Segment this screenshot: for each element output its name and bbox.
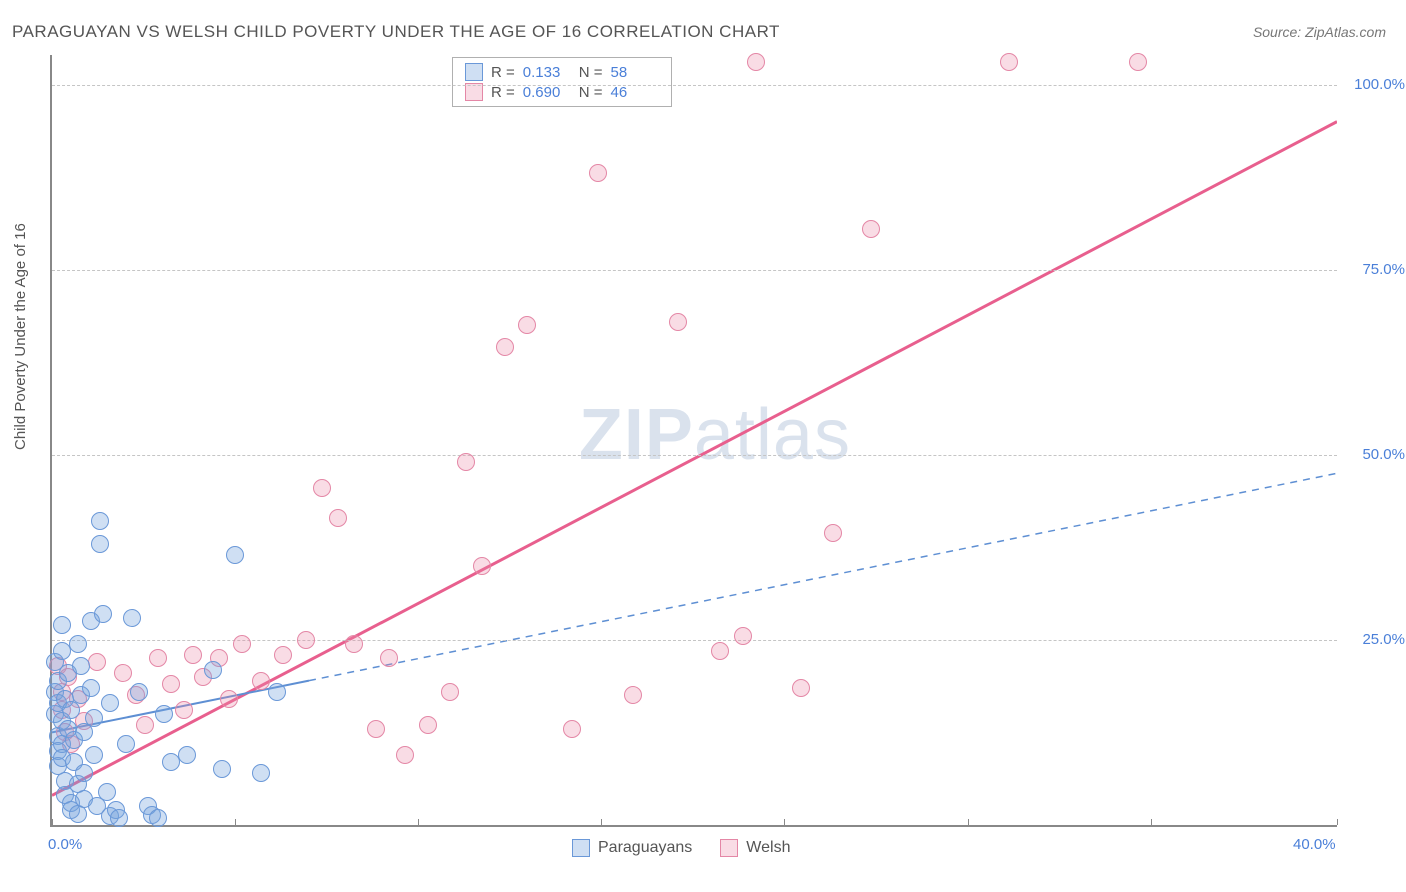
scatter-point-paraguayans [252,764,270,782]
chart-title: PARAGUAYAN VS WELSH CHILD POVERTY UNDER … [12,22,780,42]
scatter-point-paraguayans [85,709,103,727]
scatter-point-paraguayans [149,809,167,827]
swatch-welsh [720,839,738,857]
scatter-point-welsh [441,683,459,701]
series-legend: Paraguayans Welsh [572,839,790,857]
scatter-point-welsh [734,627,752,645]
x-tick-label: 0.0% [48,836,82,853]
scatter-point-welsh [313,479,331,497]
r-value-welsh: 0.690 [523,84,571,101]
scatter-point-welsh [274,646,292,664]
trend-lines-layer [52,55,1337,825]
legend-item-welsh: Welsh [720,839,790,857]
x-tick-mark [235,819,236,825]
source-attribution: Source: ZipAtlas.com [1253,24,1386,40]
scatter-point-welsh [114,664,132,682]
scatter-point-paraguayans [91,535,109,553]
x-tick-mark [601,819,602,825]
series-label-paraguayans: Paraguayans [598,839,692,857]
gridline-h [52,85,1337,86]
scatter-point-paraguayans [98,783,116,801]
chart-container: PARAGUAYAN VS WELSH CHILD POVERTY UNDER … [0,0,1406,892]
x-tick-mark [418,819,419,825]
scatter-point-welsh [175,701,193,719]
swatch-welsh [465,83,483,101]
n-value-paraguayans: 58 [611,64,659,81]
legend-item-paraguayans: Paraguayans [572,839,692,857]
y-axis-label: Child Poverty Under the Age of 16 [12,223,29,450]
x-tick-mark [1337,819,1338,825]
scatter-point-welsh [396,746,414,764]
scatter-point-paraguayans [123,609,141,627]
correlation-legend: R = 0.133 N = 58 R = 0.690 N = 46 [452,57,672,107]
n-label: N = [579,84,603,101]
x-tick-mark [52,819,53,825]
scatter-point-paraguayans [117,735,135,753]
scatter-point-paraguayans [53,616,71,634]
scatter-point-welsh [669,313,687,331]
scatter-point-paraguayans [130,683,148,701]
legend-row-paraguayans: R = 0.133 N = 58 [465,62,659,82]
r-label: R = [491,64,515,81]
y-tick-label: 50.0% [1345,446,1405,463]
gridline-h [52,270,1337,271]
y-tick-label: 75.0% [1345,261,1405,278]
r-value-paraguayans: 0.133 [523,64,571,81]
scatter-point-welsh [184,646,202,664]
scatter-point-paraguayans [53,642,71,660]
scatter-point-paraguayans [178,746,196,764]
scatter-point-welsh [747,53,765,71]
scatter-point-paraguayans [204,661,222,679]
n-value-welsh: 46 [611,84,659,101]
trend-line-extrapolated [309,473,1337,680]
r-label: R = [491,84,515,101]
scatter-point-welsh [233,635,251,653]
scatter-point-paraguayans [72,657,90,675]
scatter-point-paraguayans [101,694,119,712]
scatter-point-paraguayans [85,746,103,764]
scatter-point-welsh [419,716,437,734]
scatter-point-welsh [252,672,270,690]
scatter-point-paraguayans [268,683,286,701]
scatter-point-welsh [345,635,363,653]
gridline-h [52,455,1337,456]
scatter-point-welsh [329,509,347,527]
swatch-paraguayans [572,839,590,857]
n-label: N = [579,64,603,81]
x-tick-mark [784,819,785,825]
y-tick-label: 25.0% [1345,631,1405,648]
scatter-point-paraguayans [82,679,100,697]
x-tick-mark [1151,819,1152,825]
plot-area: ZIPatlas R = 0.133 N = 58 R = 0.690 N = … [50,55,1337,827]
scatter-point-welsh [824,524,842,542]
scatter-point-welsh [220,690,238,708]
scatter-point-welsh [297,631,315,649]
y-tick-label: 100.0% [1345,76,1405,93]
series-label-welsh: Welsh [746,839,790,857]
source-label: Source: [1253,24,1305,40]
x-tick-label: 40.0% [1293,836,1336,853]
scatter-point-paraguayans [226,546,244,564]
scatter-point-welsh [88,653,106,671]
x-tick-mark [968,819,969,825]
scatter-point-paraguayans [69,635,87,653]
swatch-paraguayans [465,63,483,81]
scatter-point-welsh [792,679,810,697]
scatter-point-paraguayans [110,809,128,827]
source-name: ZipAtlas.com [1305,24,1386,40]
